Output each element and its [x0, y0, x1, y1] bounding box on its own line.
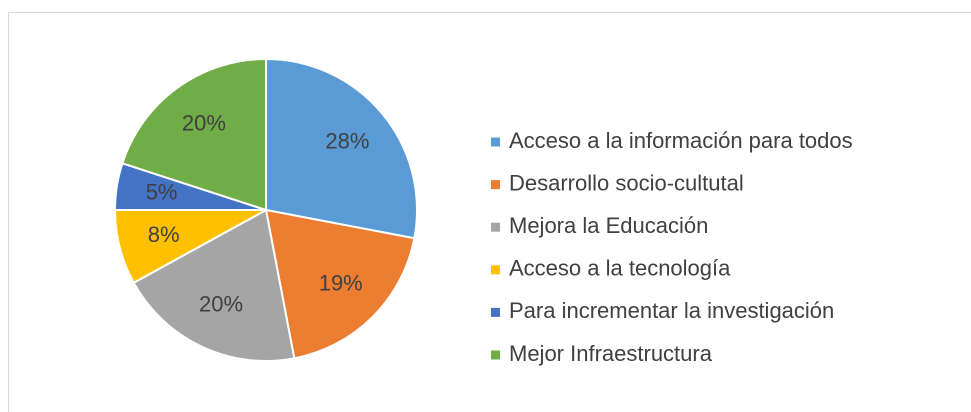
legend-label: Mejor Infraestructura [509, 341, 713, 366]
data-label: 19% [319, 271, 363, 296]
chart-border [8, 12, 971, 412]
pie-slice [121, 57, 267, 212]
pie-slice [265, 57, 418, 240]
legend-swatch [491, 180, 500, 190]
legend-label: Desarrollo socio-cultutal [509, 170, 744, 195]
legend-swatch [491, 350, 500, 360]
legend-label: Para incrementar la investigación [509, 298, 834, 323]
data-label: 20% [199, 291, 243, 316]
data-label: 8% [148, 222, 180, 247]
data-label: 5% [146, 179, 178, 204]
legend-swatch [491, 137, 500, 147]
legend-label: Acceso a la tecnología [509, 256, 731, 281]
legend-label: Mejora la Educación [509, 213, 708, 238]
data-label: 28% [325, 128, 369, 153]
legend-label: Acceso a la información para todos [509, 128, 853, 153]
legend-swatch [491, 307, 500, 317]
pie-slice [132, 208, 296, 362]
data-label: 20% [182, 110, 226, 135]
legend-swatch [491, 222, 500, 232]
pie-slice [264, 208, 416, 360]
legend-swatch [491, 265, 500, 275]
